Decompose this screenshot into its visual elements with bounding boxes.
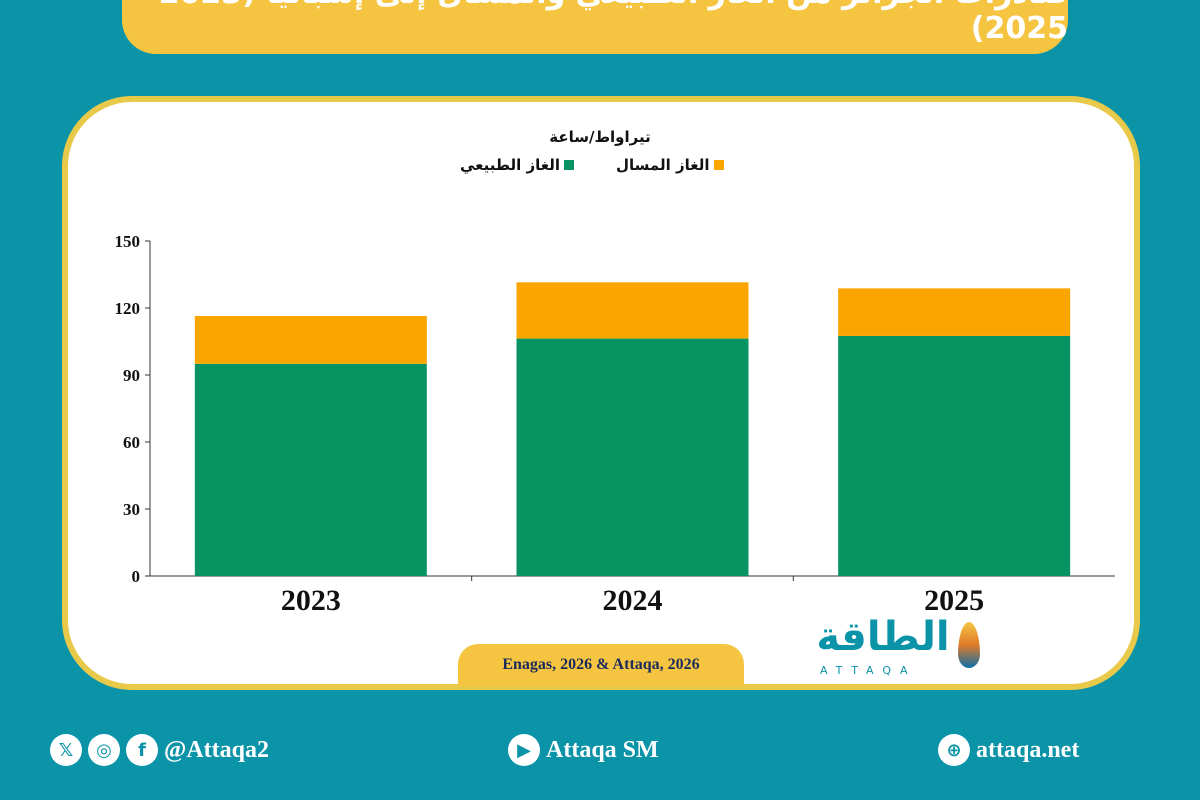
legend-label: الغاز الطبيعي: [460, 156, 561, 174]
unit-label: تيراواط/ساعة: [549, 128, 651, 146]
drop-icon: [958, 622, 980, 668]
y-tick-label: 90: [123, 366, 140, 385]
y-tick-label: 150: [115, 232, 141, 251]
y-tick-label: 60: [123, 433, 140, 452]
facebook-icon[interactable]: f: [126, 734, 158, 766]
lng-swatch: [713, 160, 724, 170]
legend-item-lng: الغاز المسال: [616, 156, 724, 174]
y-tick-label: 30: [123, 500, 140, 519]
y-tick-label: 120: [115, 299, 141, 318]
bar-lng: [516, 282, 749, 339]
x-tick-label: 2025: [924, 584, 984, 617]
instagram-icon[interactable]: ◎: [88, 734, 120, 766]
legend-label: الغاز المسال: [616, 156, 710, 174]
bar-lng: [194, 316, 427, 364]
title-banner: صادرات الجزائر من الغاز الطبيعي والمسال …: [122, 0, 1068, 54]
logo-text: الطاقة: [816, 614, 950, 660]
bar-natural-gas: [194, 363, 427, 576]
bar-natural-gas: [516, 338, 749, 576]
y-tick-label: 0: [132, 567, 141, 586]
x-tick-label: 2023: [281, 584, 341, 617]
bar-lng: [838, 288, 1071, 336]
source-label: Enagas, 2026 & Attaqa, 2026: [458, 644, 744, 686]
legend-item-natural-gas: الغاز الطبيعي: [460, 156, 575, 174]
chart-title: صادرات الجزائر من الغاز الطبيعي والمسال …: [146, 0, 1068, 46]
globe-icon[interactable]: ⊕: [938, 734, 970, 766]
x-icon[interactable]: 𝕏: [50, 734, 82, 766]
footer-social[interactable]: 𝕏 ◎ f @Attaqa2: [50, 734, 269, 766]
website-link[interactable]: attaqa.net: [976, 736, 1080, 763]
footer-website[interactable]: ⊕ attaqa.net: [938, 734, 1079, 766]
youtube-handle[interactable]: Attaqa SM: [546, 736, 659, 763]
footer-youtube[interactable]: ▶ Attaqa SM: [508, 734, 659, 766]
legend: الغاز المسال الغاز الطبيعي: [460, 156, 724, 174]
logo-text-en: ATTAQA: [820, 664, 917, 677]
x-tick-label: 2024: [603, 584, 663, 617]
natural-gas-swatch: [564, 160, 575, 170]
youtube-icon[interactable]: ▶: [508, 734, 540, 766]
social-handle[interactable]: @Attaqa2: [164, 736, 269, 763]
attaqa-logo: الطاقة ATTAQA: [808, 614, 988, 680]
bar-natural-gas: [838, 335, 1071, 576]
